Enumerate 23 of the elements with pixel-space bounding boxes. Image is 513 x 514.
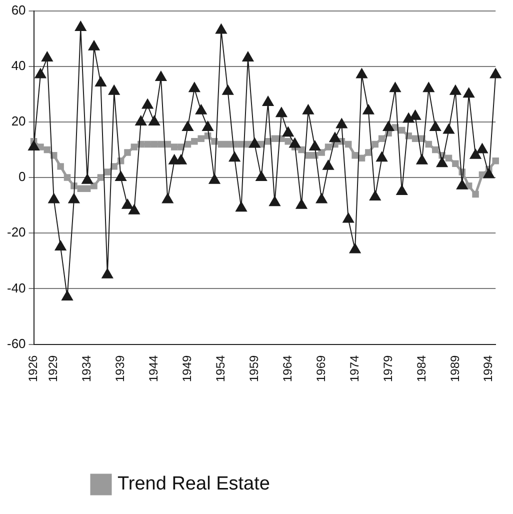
x-tick-label: 1939	[113, 354, 128, 382]
y-tick-label: 40	[11, 58, 26, 73]
x-tick-label: 1974	[347, 354, 362, 382]
y-tick-label: 60	[11, 2, 26, 18]
legend-label: Trend Real Estate	[118, 474, 270, 495]
x-tick-label: 1929	[46, 354, 60, 382]
x-tick-label: 1944	[146, 354, 161, 382]
x-tick-label: 1949	[180, 354, 194, 382]
x-tick-label: 1926	[26, 354, 40, 382]
x-tick-label: 1989	[448, 354, 462, 382]
y-tick-label: -40	[6, 280, 26, 296]
x-tick-label: 1964	[280, 354, 294, 382]
y-tick-label: 20	[11, 114, 26, 129]
x-tick-label: 1969	[314, 354, 328, 382]
y-tick-label: -60	[6, 336, 26, 351]
x-tick-label: 1959	[246, 354, 261, 382]
x-tick-label: 1954	[214, 354, 228, 382]
y-tick-label: -20	[6, 224, 26, 240]
x-tick-label: 1979	[380, 354, 395, 382]
x-tick-label: 1934	[80, 354, 94, 382]
x-tick-label: 1984	[414, 354, 428, 382]
y-tick-label: 0	[18, 169, 26, 184]
x-tick-label: 1994	[481, 354, 496, 382]
